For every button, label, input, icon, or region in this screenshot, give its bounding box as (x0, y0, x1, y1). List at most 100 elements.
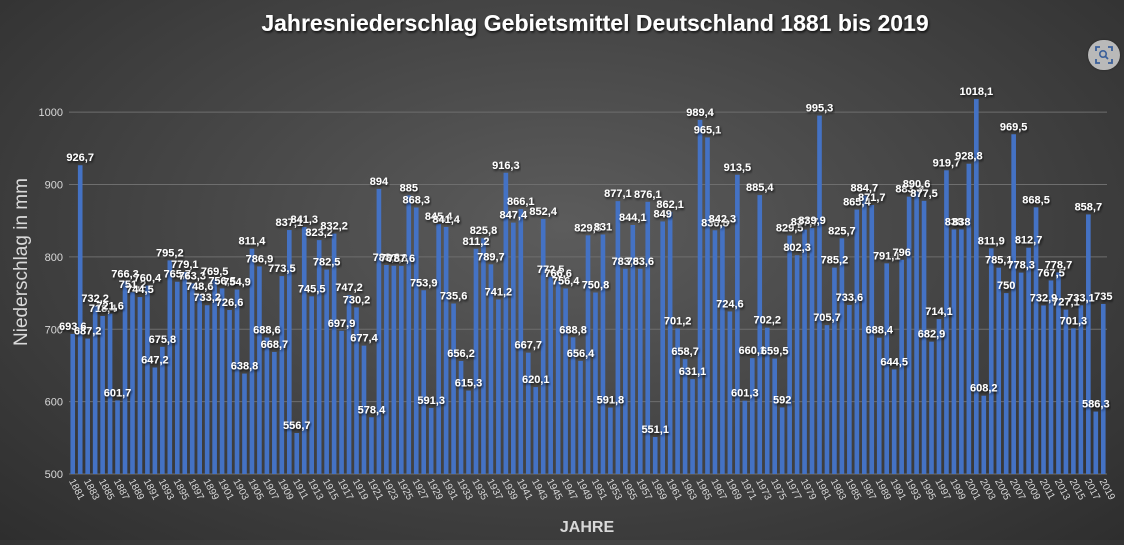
data-label: 750 (997, 280, 1015, 292)
data-label: 811,2 (463, 236, 490, 248)
bar-1938 (496, 299, 501, 474)
bar-1942 (525, 352, 531, 474)
bar-1918 (346, 295, 352, 474)
zoom-button[interactable] (1088, 40, 1120, 70)
data-label: 928,8 (955, 151, 983, 163)
bar-1951 (593, 292, 598, 474)
data-label: 919,7 (933, 157, 961, 169)
data-label: 916,3 (492, 160, 520, 172)
data-label: 791,1 (873, 250, 901, 262)
bar-1919 (354, 307, 359, 474)
bar-1928 (421, 290, 427, 474)
data-label: 656,4 (567, 348, 595, 360)
bar-1939 (503, 172, 509, 474)
data-label: 811,4 (238, 236, 266, 248)
bar-1891 (145, 285, 150, 474)
y-tick-label: 900 (45, 180, 63, 192)
bar-2009 (1026, 247, 1031, 474)
data-label: 688,6 (253, 325, 281, 337)
bar-1934 (466, 390, 471, 474)
data-label: 682,9 (918, 329, 946, 341)
y-tick-label: 1000 (39, 107, 63, 119)
bar-1972 (749, 358, 755, 474)
bar-1959 (652, 437, 658, 474)
bar-1906 (257, 266, 262, 474)
bar-1957 (637, 268, 643, 474)
x-axis-label: JAHRE (560, 519, 615, 536)
bar-1929 (428, 407, 434, 474)
data-label: 868,3 (402, 194, 430, 206)
data-label: 733,2 (193, 292, 221, 304)
bar-1913 (309, 296, 315, 474)
bar-1997 (936, 319, 942, 474)
bar-2014 (1063, 309, 1069, 474)
data-label: 783,6 (612, 256, 640, 268)
data-label: 841,3 (290, 214, 318, 226)
data-label: 741,2 (485, 286, 513, 298)
bar-1961 (667, 211, 673, 475)
bars (70, 99, 1106, 475)
data-label: 965,1 (694, 124, 722, 136)
data-label: 688,4 (865, 325, 893, 337)
data-label: 733,6 (836, 292, 864, 304)
data-label: 862,1 (656, 199, 684, 211)
bar-1896 (182, 272, 188, 474)
bar-1974 (764, 327, 770, 474)
bar-2013 (1056, 272, 1061, 474)
bar-1916 (331, 233, 337, 474)
data-label: 789,7 (477, 251, 505, 263)
bar-1975 (772, 358, 778, 474)
data-label: 796 (892, 247, 910, 259)
bar-1949 (578, 360, 583, 474)
bar-1912 (301, 227, 307, 474)
y-tick-label: 600 (45, 397, 63, 409)
data-label: 844,1 (619, 212, 647, 224)
bar-1955 (623, 268, 628, 474)
bar-1963 (682, 359, 688, 474)
data-label: 989,4 (686, 107, 714, 119)
bar-2001 (966, 163, 972, 475)
data-label: 825,7 (828, 225, 856, 237)
bar-1892 (152, 367, 158, 474)
bar-2010 (1033, 207, 1039, 474)
bar-1977 (787, 235, 792, 474)
data-label: 858,7 (1075, 201, 1103, 213)
data-label: 836,8 (701, 217, 729, 229)
data-label: 847,4 (500, 210, 528, 222)
bar-1903 (234, 289, 240, 474)
data-label: 735,6 (440, 291, 468, 303)
bar-1905 (249, 248, 255, 474)
chart-title: Jahresniederschlag Gebietsmittel Deutsch… (261, 10, 928, 36)
bar-1941 (518, 209, 524, 474)
bar-1987 (861, 195, 867, 474)
bar-1985 (847, 304, 852, 474)
bar-1962 (675, 328, 680, 474)
bar-1927 (413, 207, 419, 474)
data-label: 592 (773, 394, 791, 406)
data-label: 688,8 (559, 324, 587, 336)
bar-2002 (974, 99, 979, 475)
bar-1991 (891, 369, 897, 474)
bar-1897 (189, 283, 195, 474)
data-label: 767,5 (1037, 267, 1065, 279)
data-label: 812,7 (1015, 235, 1043, 247)
data-label: 591,3 (417, 395, 445, 407)
bar-1908 (272, 351, 277, 474)
data-label: 586,3 (1082, 399, 1110, 411)
bar-1968 (720, 226, 725, 474)
data-label: 913,5 (724, 162, 752, 174)
bar-1899 (204, 305, 210, 474)
data-label: 693,6 (59, 321, 87, 333)
bar-1981 (817, 115, 822, 474)
data-label: 837,1 (276, 217, 304, 229)
data-label: 556,7 (283, 420, 311, 432)
bar-1952 (600, 234, 606, 474)
data-label: 754,9 (223, 277, 251, 289)
bar-1969 (727, 311, 733, 474)
bar-1911 (294, 432, 300, 474)
data-label: 701,3 (1060, 315, 1088, 327)
bar-1998 (944, 170, 949, 474)
bar-2011 (1041, 305, 1046, 474)
data-label: 601,7 (104, 387, 132, 399)
